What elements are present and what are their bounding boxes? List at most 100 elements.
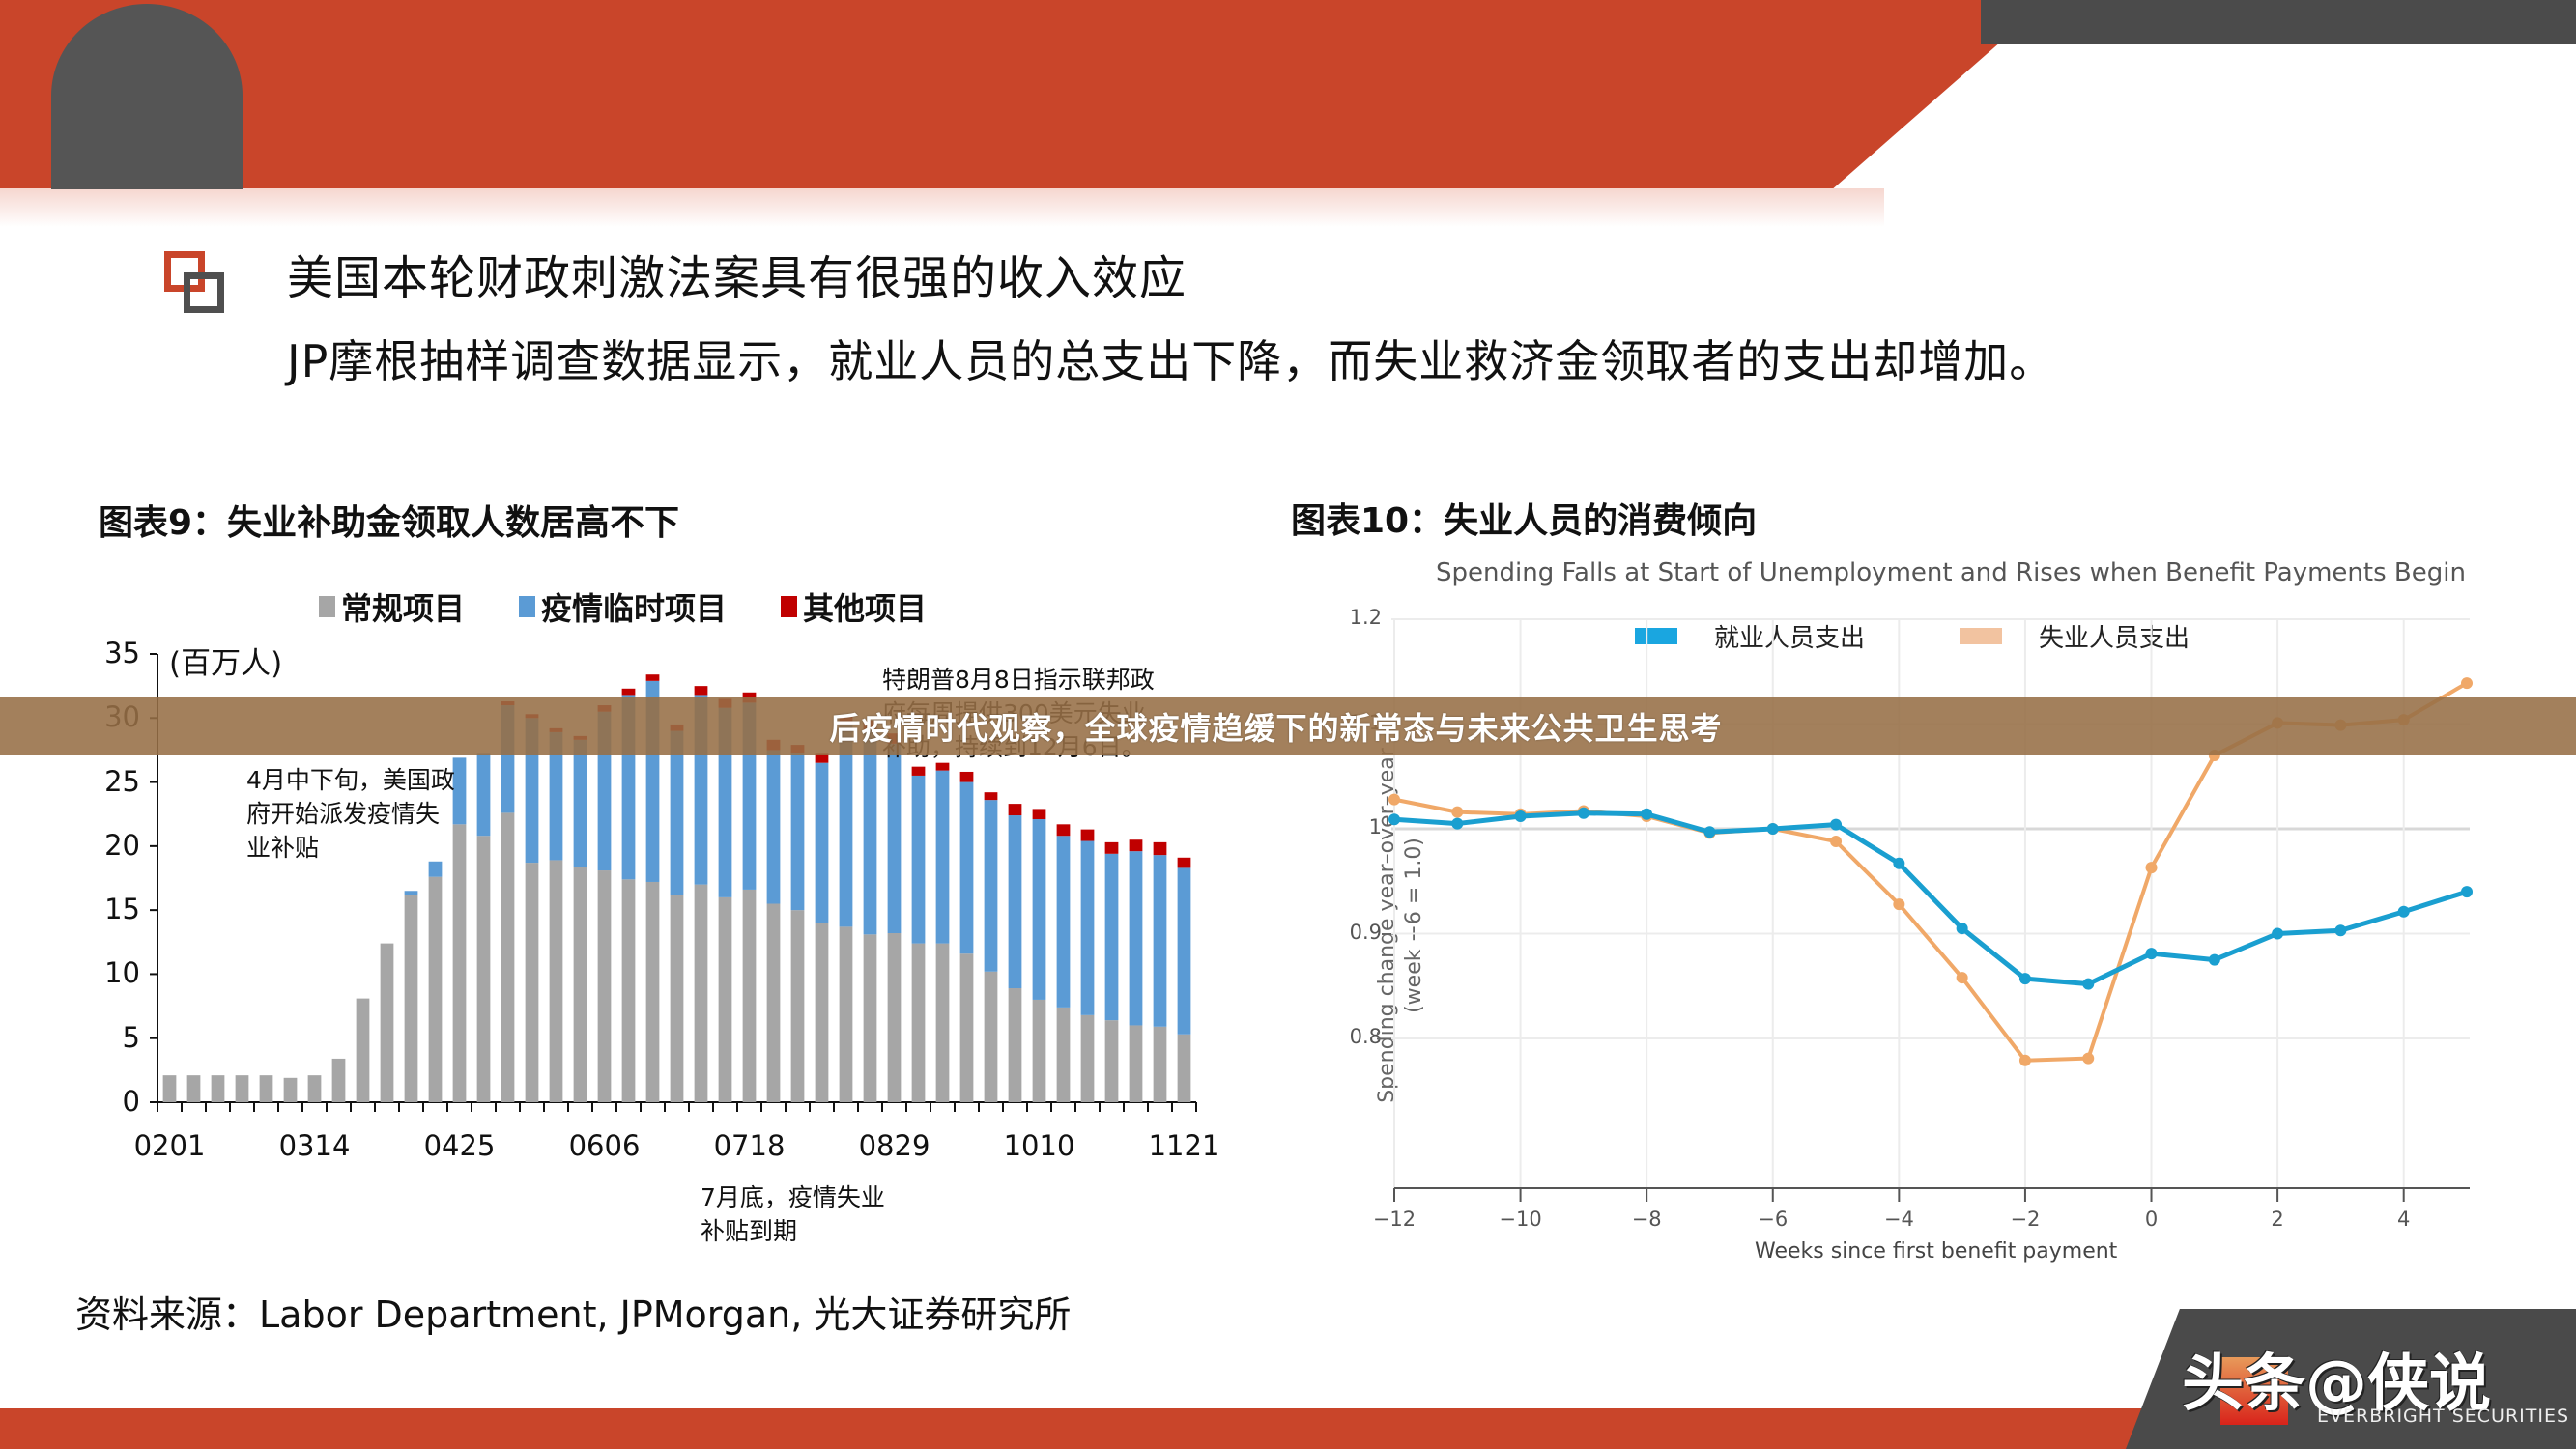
brand-logo: 头条@侠说 EVERBRIGHT SECURITIES [2182,1328,2568,1439]
bar-segment [1056,824,1071,837]
bar-segment [428,876,443,1102]
bar-segment [621,879,636,1102]
x-tick-label: −8 [1631,1208,1662,1231]
bar-segment [839,926,853,1102]
bar-segment [573,867,587,1102]
data-point [2334,924,2347,937]
bar-segment [1104,1020,1119,1102]
bar-segment [1129,839,1143,852]
y-tick-label: 20 [104,828,140,862]
data-point [1641,808,1653,820]
data-point [2461,886,2473,898]
right-chart-title: 图表10：失业人员的消费倾向 [1291,501,1758,541]
x-tick-label: −12 [1372,1208,1417,1231]
bar-segment [476,753,491,837]
x-tick-label: 1010 [1003,1129,1075,1162]
data-point [1956,923,1968,935]
bar-segment [718,896,732,1102]
data-point [1451,806,1464,818]
bar-segment [452,824,467,1102]
logo-mark-icon [2220,1357,2288,1425]
legend-item-unemployed: 失业人员支出 [1960,618,2190,654]
left-chart-legend: 常规项目 疫情临时项目 其他项目 [319,584,927,629]
y-tick-label: 1 [1368,815,1382,838]
annotation-april: 4月中下旬，美国政 府开始派发疫情失 业补贴 [246,766,455,862]
annotation-july: 7月底，疫情失业 补贴到期 [701,1183,885,1245]
footer-gray-panel [2126,1309,2576,1449]
x-tick-label: 0201 [133,1129,206,1162]
data-point [1577,807,1589,819]
bar-segment [307,1075,322,1102]
bar-segment [694,884,708,1102]
header-shadow [0,188,1884,227]
bar-segment [790,753,805,911]
data-point [1641,810,1653,822]
data-point [1893,857,1905,869]
bar-segment [1153,841,1167,856]
data-source: 资料来源：Labor Department, JPMorgan, 光大证券研究所 [75,1293,1072,1336]
left-chart-unit: (百万人) [169,646,283,681]
legend-item-pandemic: 疫情临时项目 [519,584,727,629]
slide-headline: 美国本轮财政刺激法案具有很强的收入效应 [287,251,1188,305]
bar-segment [645,674,660,681]
data-point [1514,808,1527,820]
bar-segment [863,729,877,935]
footer-red-band [0,1408,2222,1449]
bar-segment [1080,840,1095,1015]
data-point [2145,948,2158,960]
x-tick-label: 2 [2271,1208,2284,1231]
legend-swatch [1960,628,2002,644]
bar-segment [1008,815,1022,989]
data-point [2018,973,2031,985]
bar-segment [1032,819,1046,1000]
right-chart-subtitle: Spending Falls at Start of Unemployment … [1436,558,2466,587]
y-tick-label: 10 [104,956,140,990]
header-gray-strip [1981,0,2576,44]
logo-company-name: EVERBRIGHT SECURITIES [2317,1406,2570,1427]
bar-segment [1129,851,1143,1026]
data-point [2461,677,2473,690]
x-tick-label: −2 [2010,1208,2041,1231]
x-tick-label: 0425 [423,1129,496,1162]
bar-segment [863,934,877,1102]
x-tick-label: 0314 [278,1129,351,1162]
bar-segment [1177,857,1191,868]
bar-segment [356,998,370,1102]
bar-segment [1032,999,1046,1102]
bar-segment [670,895,684,1102]
header-gray-arch [51,4,243,189]
data-point [1766,823,1779,835]
data-point [1577,805,1589,817]
data-point [1703,827,1716,839]
data-point [2082,1052,2095,1065]
y-tick-label: 1.2 [1349,606,1382,629]
bar-segment [501,812,515,1102]
bar-segment [1153,855,1167,1027]
bar-segment [331,1058,346,1102]
data-point [2397,905,2410,918]
watermark-text: 头条@侠说 [2182,1349,2491,1420]
bar-segment [694,686,708,696]
bar-segment [911,943,926,1102]
bar-segment [959,781,974,954]
x-tick-label: 0718 [713,1129,786,1162]
x-tick-label: −6 [1758,1208,1789,1231]
bar-segment [1056,1007,1071,1102]
data-point [2018,1054,2031,1066]
data-point [1830,818,1843,831]
data-point [1703,826,1716,838]
y-tick-label: 5 [122,1020,140,1054]
bar-segment [935,943,950,1102]
right-y-axis-title: Spending change year–over–year (week −6 … [1375,748,1426,1103]
y-tick-label: 0.8 [1349,1025,1382,1048]
bar-segment [1153,1026,1167,1102]
bar-segment [887,743,902,934]
legend-swatch [781,596,798,617]
bar-segment [1129,1025,1143,1102]
x-tick-label: 0829 [858,1129,930,1162]
bar-segment [1008,988,1022,1102]
slide-subline: JP摩根抽样调查数据显示，就业人员的总支出下降，而失业救济金领取者的支出却增加。 [287,335,2055,387]
data-point [2272,927,2284,940]
bar-segment [380,943,394,1102]
overlay-banner: 后疫情时代观察，全球疫情趋缓下的新常态与未来公共卫生思考 [0,697,2576,755]
